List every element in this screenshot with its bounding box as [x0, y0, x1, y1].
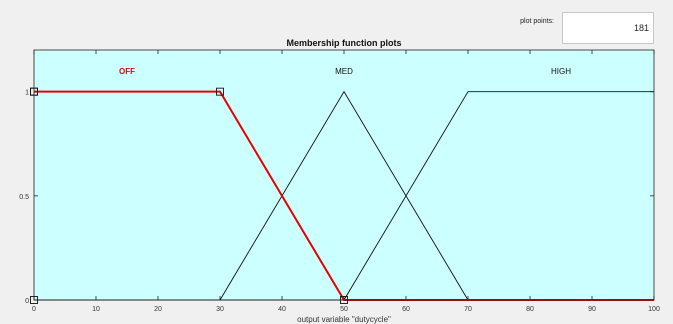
x-tick-label: 80: [526, 306, 534, 313]
plot-points-input[interactable]: [562, 12, 654, 44]
x-tick-label: 40: [278, 306, 286, 313]
y-tick-label: 1: [25, 90, 29, 97]
plot-area: [34, 50, 654, 300]
x-tick-label: 90: [588, 306, 596, 313]
x-axis-label: output variable "dutycycle": [297, 315, 391, 324]
mf-label-off[interactable]: OFF: [119, 67, 135, 76]
x-tick-label: 70: [464, 306, 472, 313]
x-tick-label: 60: [402, 306, 410, 313]
y-tick-label: 0: [25, 298, 29, 305]
y-tick-label: 0.5: [19, 194, 29, 201]
plot-points-label: plot points:: [520, 18, 554, 25]
mf-vertex-handle[interactable]: [216, 87, 224, 96]
plot-title: Membership function plots: [286, 38, 402, 48]
x-tick-label: 20: [154, 306, 162, 313]
x-tick-label: 50: [340, 306, 348, 313]
x-tick-label: 30: [216, 306, 224, 313]
x-tick-label: 100: [648, 306, 660, 313]
x-tick-label: 0: [32, 306, 36, 313]
plot-border: [33, 49, 655, 301]
mf-label-high[interactable]: HIGH: [551, 67, 571, 76]
mf-label-med[interactable]: MED: [335, 67, 353, 76]
x-tick-label: 10: [92, 306, 100, 313]
